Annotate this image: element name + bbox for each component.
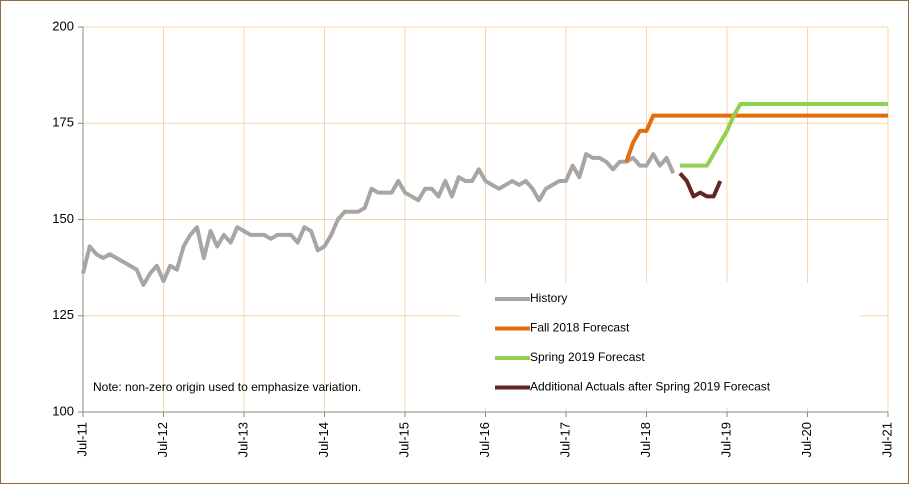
legend: History Fall 2018 Forecast Spring 2019 For…	[460, 283, 860, 408]
y-tick-label: 100	[52, 403, 74, 418]
y-tick-label: 200	[52, 18, 74, 33]
legend-label: Fall 2018 Forecast	[530, 321, 630, 335]
series-line	[624, 113, 888, 163]
x-tick-label: Jul-11	[74, 422, 89, 456]
y-tick-label: 175	[52, 115, 74, 130]
legend-label: Spring 2019 Forecast	[530, 350, 645, 364]
x-tick-label: Jul-19	[718, 422, 733, 457]
legend-label: Additional Actuals after Spring 2019 For…	[530, 380, 771, 394]
lines	[81, 102, 888, 287]
x-tick-label: Jul-21	[879, 422, 894, 457]
legend-label: History	[530, 291, 567, 305]
x-tick-label: Jul-20	[799, 422, 814, 457]
series-line	[678, 171, 723, 199]
x-tick-label: Jul-15	[396, 422, 411, 457]
series-line	[81, 152, 676, 287]
y-tick-label: 125	[52, 307, 74, 322]
x-tick-label: Jul-13	[235, 422, 250, 457]
x-tick-label: Jul-14	[316, 422, 331, 457]
note: Note: non-zero origin used to emphasize …	[93, 380, 361, 394]
series-line	[680, 102, 888, 168]
x-tick-label: Jul-18	[638, 422, 653, 457]
x-tick-label: Jul-12	[155, 422, 170, 457]
y-tick-label: 150	[52, 211, 74, 226]
x-tick-label: Jul-17	[557, 422, 572, 457]
x-tick-label: Jul-16	[477, 422, 492, 457]
